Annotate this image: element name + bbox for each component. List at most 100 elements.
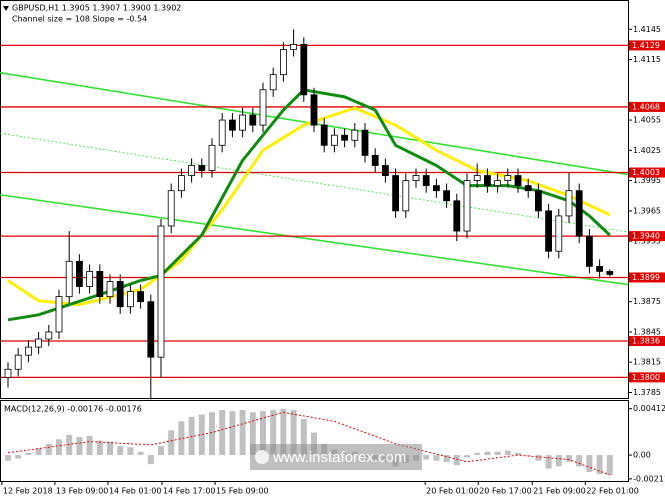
candle-body: [422, 175, 430, 187]
macd-bar: [290, 410, 297, 456]
level-label-box: [629, 272, 665, 283]
macd-bar: [606, 455, 613, 475]
candle-body: [86, 271, 93, 287]
macd-tick-label: 0.00412: [633, 404, 665, 413]
candle-body: [127, 291, 134, 308]
macd-bar: [504, 450, 511, 456]
macd-bar: [525, 455, 532, 456]
candle-body: [137, 291, 145, 303]
macd-bar: [45, 443, 52, 456]
candle-body: [4, 368, 12, 378]
level-label: 1.4129: [632, 41, 660, 50]
y-tick-label: 1.3935: [633, 237, 661, 246]
macd-tick-label: 0.00: [633, 451, 651, 460]
watermark-box: [250, 444, 422, 470]
level-label: 1.3836: [632, 337, 660, 346]
candle-body: [545, 210, 552, 252]
candle-body: [524, 185, 532, 192]
macd-bar: [209, 412, 215, 456]
macd-bar: [168, 430, 175, 456]
candle-body: [432, 185, 440, 192]
candle-body: [269, 74, 277, 91]
level-label-box: [629, 336, 665, 347]
y-tick-label: 1.4115: [633, 55, 661, 64]
macd-bar: [107, 441, 113, 456]
macd-title: MACD(12,26,9) -0.00176 -0.00176: [4, 405, 142, 414]
candle-body: [586, 235, 593, 267]
macd-bar: [515, 452, 521, 456]
macd-bar: [219, 410, 226, 456]
macd-bar: [453, 455, 460, 466]
macd-bar: [127, 447, 134, 456]
candle-body: [218, 119, 226, 146]
macd-bar: [300, 419, 307, 456]
candle-body: [330, 134, 338, 146]
candle-body: [239, 114, 247, 131]
macd-bar: [239, 410, 246, 456]
macd-bar: [596, 455, 603, 475]
candle-body: [188, 165, 196, 176]
macd-bar: [566, 455, 572, 462]
macd-bar: [555, 455, 562, 467]
x-tick-label: 14 Feb 17:00: [163, 487, 215, 496]
candle-body: [453, 200, 461, 232]
x-tick-label: 14 Feb 01:00: [109, 487, 161, 496]
chart-subtitle: Channel size = 108 Slope = -0.54: [12, 15, 147, 24]
candle-body: [494, 180, 502, 187]
macd-bar: [249, 412, 256, 456]
candle-body: [555, 215, 563, 252]
macd-bar: [443, 455, 450, 462]
macd-bar: [576, 455, 583, 467]
macd-bar: [535, 455, 542, 461]
candle-body: [24, 346, 32, 356]
y-tick-label: 1.3845: [633, 327, 661, 336]
candle-body: [575, 190, 583, 237]
candle-body: [96, 271, 104, 298]
candle-body: [228, 119, 236, 131]
candle-body: [381, 165, 389, 176]
level-label: 1.3800: [632, 373, 660, 382]
macd-bar: [198, 414, 205, 456]
candle-body: [412, 175, 420, 182]
macd-bar: [66, 434, 73, 456]
macd-bar: [86, 435, 93, 456]
macd-bar: [586, 455, 593, 472]
macd-bar: [56, 439, 62, 456]
candle-body: [14, 354, 22, 370]
candle-body: [504, 175, 512, 182]
macd-bar: [178, 421, 185, 456]
main-frame: [0, 0, 629, 399]
y-tick-label: 1.3965: [633, 206, 661, 215]
candle-body: [106, 281, 114, 298]
candle-body: [483, 175, 491, 187]
macd-bar: [158, 446, 164, 456]
x-tick-label: 22 Feb 01:00: [586, 487, 638, 496]
macd-tick-label: -0.00211: [633, 474, 665, 483]
macd-bar: [188, 416, 195, 456]
macd-bar: [260, 411, 266, 456]
macd-bar: [5, 455, 11, 461]
level-label-box: [629, 372, 665, 383]
candle-body: [371, 154, 379, 166]
level-label-box: [629, 101, 665, 112]
macd-bar: [423, 455, 430, 460]
candle-body: [167, 190, 175, 227]
channel-line: [0, 132, 629, 233]
candle-body: [310, 94, 318, 126]
macd-bar: [474, 452, 481, 456]
y-tick-label: 1.4145: [633, 25, 661, 34]
macd-bar: [137, 451, 144, 456]
y-tick-label: 1.3995: [633, 176, 661, 185]
macd-bar: [545, 455, 552, 469]
level-label-box: [629, 167, 665, 178]
candle-body: [157, 225, 165, 358]
candle-body: [116, 281, 124, 308]
candle-body: [76, 260, 83, 287]
level-label: 1.3940: [632, 232, 660, 241]
candle-body: [198, 165, 206, 171]
candle-body: [535, 190, 542, 212]
symbol-arrow: [3, 6, 9, 11]
x-tick-label: 20 Feb 01:00: [426, 487, 478, 496]
candle-body: [361, 129, 369, 156]
